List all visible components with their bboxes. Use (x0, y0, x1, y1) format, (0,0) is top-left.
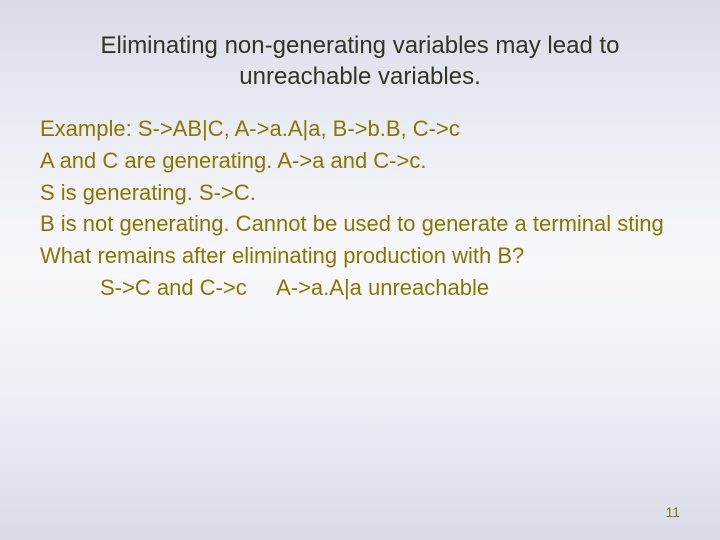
body-line-2: A and C are generating. A->a and C->c. (40, 146, 680, 176)
body-line-4: B is not generating. Cannot be used to g… (40, 209, 680, 239)
slide-container: Eliminating non-generating variables may… (0, 0, 720, 540)
slide-title: Eliminating non-generating variables may… (40, 30, 680, 92)
body-line-1: Example: S->AB|C, A->a.A|a, B->b.B, C->c (40, 114, 680, 144)
body-line-5: What remains after eliminating productio… (40, 241, 680, 271)
body-line-6: S->C and C->c A->a.A|a unreachable (40, 273, 680, 303)
page-number: 11 (665, 504, 680, 520)
body-line-3: S is generating. S->C. (40, 178, 680, 208)
